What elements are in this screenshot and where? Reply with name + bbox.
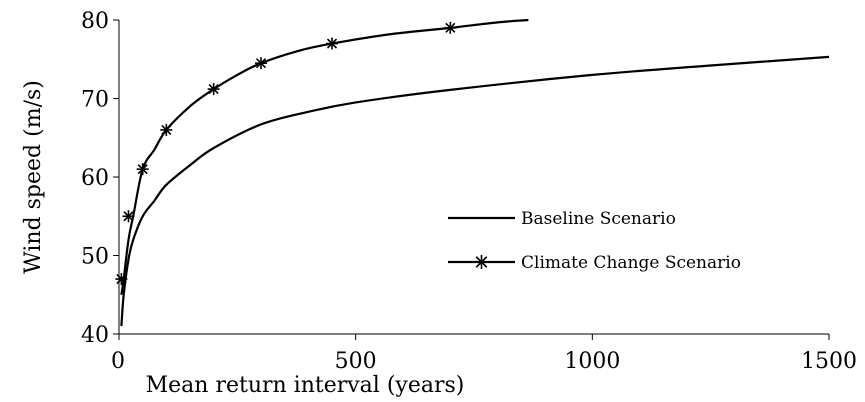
y-axis-ticks: 40 50 60 70 80 xyxy=(81,9,119,348)
data-point-marker xyxy=(115,273,128,286)
series-layer xyxy=(115,18,830,327)
legend-label: Climate Change Scenario xyxy=(521,253,741,273)
data-point-marker xyxy=(326,37,338,50)
y-tick-label: 70 xyxy=(81,88,109,113)
y-tick-label: 50 xyxy=(81,245,109,270)
data-point-marker xyxy=(136,163,149,176)
y-tick-label: 40 xyxy=(81,323,109,348)
y-axis-title: Wind speed (m/s) xyxy=(21,80,46,274)
y-tick-label: 80 xyxy=(81,9,109,34)
legend: Baseline Scenario Climate Change Scenario xyxy=(448,209,741,273)
x-tick-label: 500 xyxy=(335,349,377,374)
x-axis-title: Mean return interval (years) xyxy=(146,373,465,398)
legend-item: Climate Change Scenario xyxy=(448,253,741,273)
x-tick-label: 1500 xyxy=(801,349,857,374)
x-tick-label: 1000 xyxy=(564,349,620,374)
y-tick-label: 60 xyxy=(81,166,109,191)
data-point-marker xyxy=(122,210,135,223)
series-line-climate-change xyxy=(120,18,529,295)
legend-item: Baseline Scenario xyxy=(448,209,676,229)
legend-marker xyxy=(474,255,489,269)
data-point-marker xyxy=(444,21,457,34)
legend-label: Baseline Scenario xyxy=(521,209,676,229)
data-point-marker xyxy=(160,123,173,136)
series-line-baseline xyxy=(120,55,830,327)
data-point-marker xyxy=(207,83,220,96)
x-axis-ticks: 0 500 1000 1500 xyxy=(111,334,857,374)
x-tick-label: 0 xyxy=(111,349,125,374)
data-point-marker xyxy=(255,57,267,70)
